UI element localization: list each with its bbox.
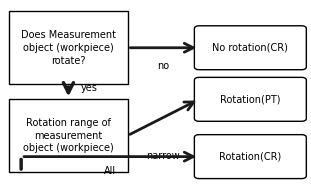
- Text: Rotation(PT): Rotation(PT): [220, 94, 281, 104]
- Text: Rotation range of
measurement
object (workpiece): Rotation range of measurement object (wo…: [23, 118, 114, 153]
- Text: All: All: [104, 166, 116, 176]
- Text: narrow: narrow: [146, 151, 180, 161]
- Text: no: no: [157, 61, 169, 71]
- FancyBboxPatch shape: [9, 11, 128, 84]
- FancyBboxPatch shape: [194, 26, 306, 70]
- FancyBboxPatch shape: [9, 99, 128, 172]
- Text: No rotation(CR): No rotation(CR): [212, 43, 288, 53]
- Text: Rotation(CR): Rotation(CR): [219, 152, 281, 162]
- FancyBboxPatch shape: [194, 135, 306, 179]
- Text: Does Measurement
object (workpiece)
rotate?: Does Measurement object (workpiece) rota…: [21, 30, 116, 66]
- FancyBboxPatch shape: [194, 77, 306, 121]
- Text: yes: yes: [81, 83, 98, 93]
